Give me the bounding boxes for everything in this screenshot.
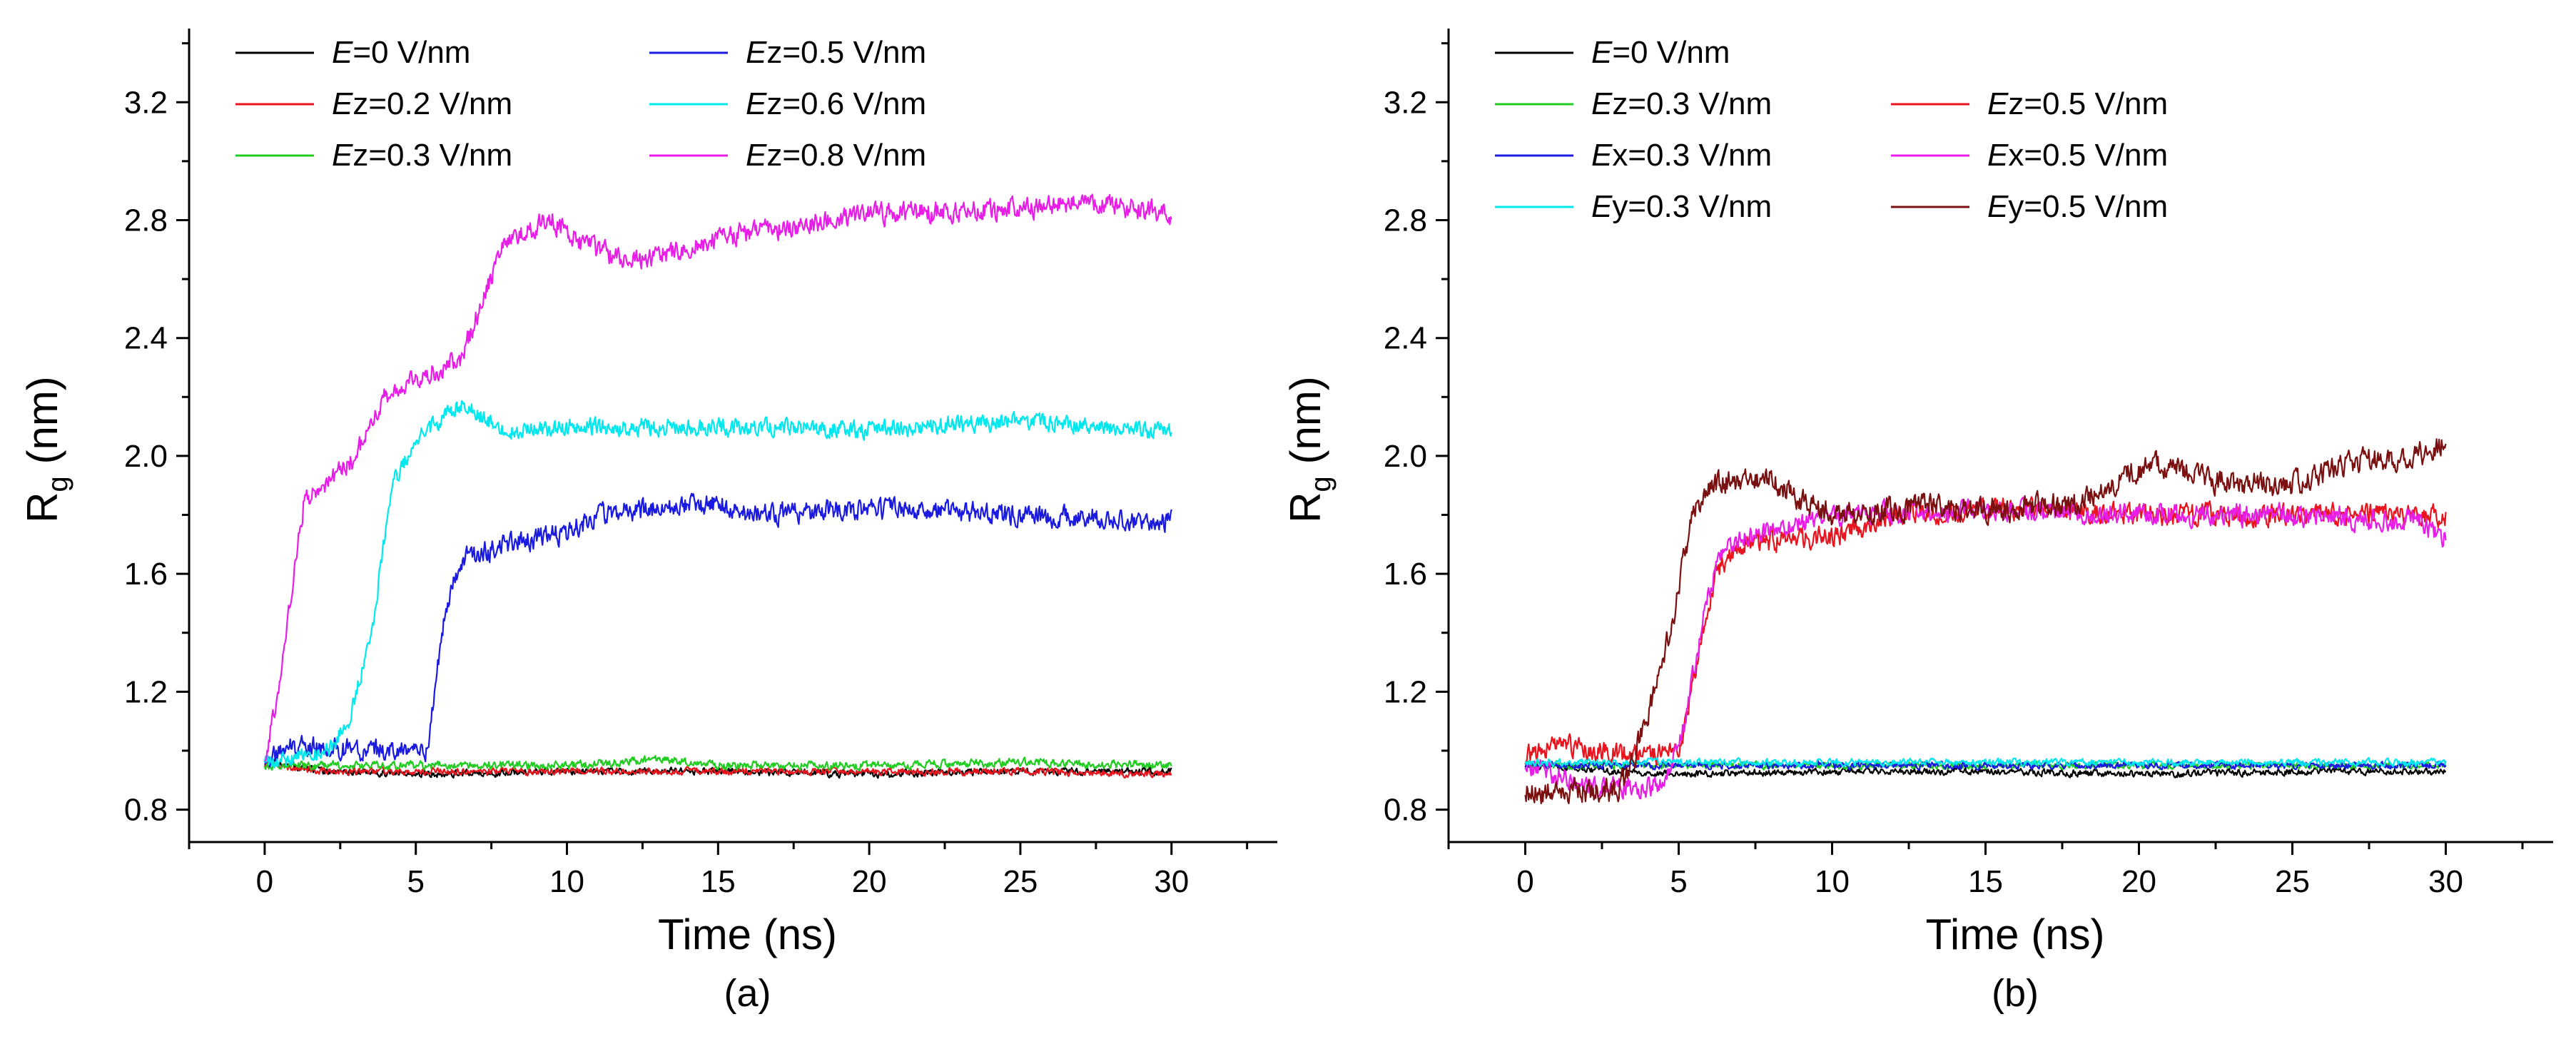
y-tick-label: 2.4 [124,321,168,356]
y-tick-label: 1.2 [124,674,168,709]
x-tick-label: 15 [1968,864,2003,899]
x-axis-title: Time (ns) [658,911,837,958]
series-line-ez-0-2-v-nm [263,761,1172,779]
legend-item: Ex=0.3 V/nm [1495,138,1772,173]
legend-label: Ex=0.5 V/nm [1987,138,2168,173]
legend-item: Ez=0.6 V/nm [649,86,926,121]
panel-b: 0 5 10 15 20 25 30 0.8 1.2 1.6 2.0 2.4 2.8 3.2 Time (n… [1282,29,2553,1015]
y-tick-label: 2.4 [1384,321,1427,356]
y-tick-label: 3.2 [124,85,168,120]
legend-label: E=0 V/nm [1591,35,1730,70]
x-tick-label: 30 [2428,864,2463,899]
x-tick-label: 5 [407,864,424,899]
legend-item: E=0 V/nm [235,35,470,70]
y-axis-title: Rg (nm) [19,376,73,523]
legend-label: Ey=0.3 V/nm [1591,189,1772,224]
legend-label: Ez=0.2 V/nm [332,86,512,121]
legend-item: Ez=0.3 V/nm [1495,86,1772,121]
legend-item: Ex=0.5 V/nm [1891,138,2168,173]
x-tick-label: 15 [701,864,736,899]
legend-item: Ez=0.5 V/nm [1891,86,2168,121]
series-line-ez-0-6-v-nm [263,400,1172,769]
y-tick-label: 3.2 [1384,85,1427,120]
series-line-ey-0-5-v-nm [1524,438,2447,805]
legend-item: E=0 V/nm [1495,35,1730,70]
x-tick-label: 0 [1516,864,1533,899]
legend-item: Ey=0.3 V/nm [1495,189,1772,224]
series-line-ez-0-8-v-nm [263,193,1172,762]
series-line-ez-0-5-v-nm [264,492,1172,768]
x-tick-label: 20 [852,864,887,899]
panel-label: (b) [1992,972,2039,1015]
legend: E=0 V/nm Ez=0.3 V/nm Ez=0.5 V/nm Ex=0.3 V/n… [1495,35,2168,224]
x-tick-label: 25 [2275,864,2310,899]
x-tick-label: 30 [1154,864,1189,899]
y-axis-title: Rg (nm) [1282,376,1337,523]
series-line-ey-0-3-v-nm [1524,756,2447,769]
series-line-ez-0-5-v-nm [1524,496,2447,766]
legend-label: Ez=0.8 V/nm [746,138,926,173]
legend-item: Ez=0.2 V/nm [235,86,512,121]
panel-label: (a) [724,972,771,1015]
legend-label: Ez=0.3 V/nm [1591,86,1772,121]
plot-area [263,193,1172,779]
legend-label: Ez=0.5 V/nm [746,35,926,70]
legend-item: Ez=0.8 V/nm [649,138,926,173]
y-tick-label: 1.6 [1384,557,1427,592]
x-tick-label: 10 [549,864,584,899]
legend-label: Ey=0.5 V/nm [1987,189,2168,224]
legend: E=0 V/nm Ez=0.2 V/nm Ez=0.3 V/nm Ez=0.5 V/n… [235,35,926,173]
plot-area [1524,438,2447,805]
series-line-ex-0-5-v-nm [1524,496,2447,800]
legend-label: E=0 V/nm [332,35,470,70]
legend-label: Ez=0.6 V/nm [746,86,926,121]
x-tick-label: 5 [1670,864,1687,899]
y-tick-label: 2.0 [1384,439,1427,474]
x-axis-title: Time (ns) [1925,911,2104,958]
legend-item: Ez=0.5 V/nm [649,35,926,70]
y-tick-label: 0.8 [124,793,168,828]
axes: 0 5 10 15 20 25 30 0.8 1.2 1.6 2.0 2.4 2.8 3.2 [1384,29,2553,899]
legend-item: Ez=0.3 V/nm [235,138,512,173]
y-tick-label: 0.8 [1384,793,1427,828]
legend-label: Ez=0.3 V/nm [332,138,512,173]
y-tick-label: 1.6 [124,557,168,592]
x-tick-label: 0 [256,864,273,899]
legend-item: Ey=0.5 V/nm [1891,189,2168,224]
legend-label: Ez=0.5 V/nm [1987,86,2168,121]
legend-label: Ex=0.3 V/nm [1591,138,1772,173]
y-tick-label: 2.8 [1384,203,1427,238]
y-tick-label: 2.0 [124,439,168,474]
x-tick-label: 20 [2121,864,2156,899]
y-tick-label: 1.2 [1384,674,1427,709]
series-line-ez-0-3-v-nm [263,754,1172,771]
axes: 0 5 10 15 20 25 30 0.8 1.2 1.6 2.0 2.4 2.8 3.2 [124,29,1277,899]
panel-a: 0 5 10 15 20 25 30 0.8 1.2 1.6 2.0 2.4 2.8 3.2 Time (n… [19,29,1277,1015]
y-tick-label: 2.8 [124,203,168,238]
x-tick-label: 10 [1815,864,1850,899]
x-tick-label: 25 [1003,864,1038,899]
